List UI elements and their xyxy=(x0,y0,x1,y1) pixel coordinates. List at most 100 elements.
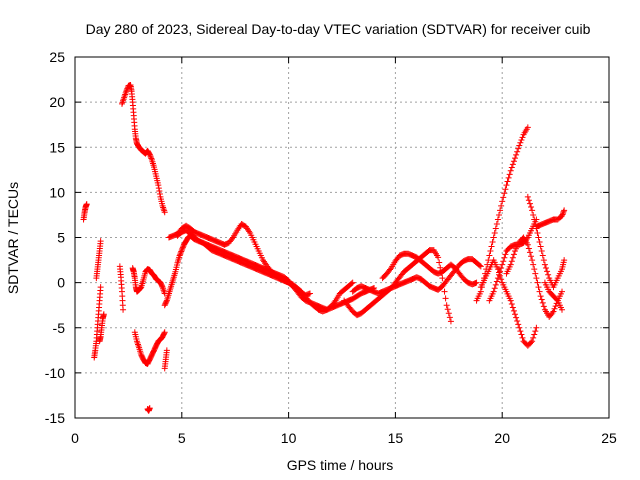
data-point xyxy=(529,257,536,264)
y-tick-label: -5 xyxy=(53,320,66,336)
data-point xyxy=(539,252,546,259)
data-point xyxy=(544,268,551,275)
data-point xyxy=(486,252,493,259)
x-tick-label: 5 xyxy=(178,430,186,446)
data-point xyxy=(551,305,558,312)
data-point xyxy=(444,306,451,313)
data-point xyxy=(161,209,168,216)
y-tick-label: 5 xyxy=(57,230,65,246)
data-point xyxy=(502,186,509,193)
data-point xyxy=(491,229,498,236)
x-axis-title: GPS time / hours xyxy=(287,457,394,473)
series-t8 xyxy=(131,329,168,367)
data-point xyxy=(533,324,540,331)
data-point xyxy=(500,258,507,265)
data-point xyxy=(560,210,567,217)
data-point xyxy=(539,299,546,306)
data-point xyxy=(553,296,560,303)
series-t7 xyxy=(129,265,168,297)
data-point xyxy=(349,279,356,286)
data-point xyxy=(524,241,531,248)
data-point xyxy=(507,297,514,304)
data-point xyxy=(178,247,185,254)
data-point xyxy=(161,329,168,336)
data-point xyxy=(178,248,185,255)
data-point xyxy=(442,295,449,302)
data-point xyxy=(532,328,539,335)
data-point xyxy=(516,142,523,149)
data-point xyxy=(529,207,536,214)
data-point xyxy=(518,331,525,338)
data-point xyxy=(160,206,167,213)
y-tick-label: -10 xyxy=(45,365,65,381)
series-t6 xyxy=(118,81,168,216)
data-point xyxy=(83,201,90,208)
data-point xyxy=(559,212,566,219)
data-point xyxy=(443,302,450,309)
data-point xyxy=(176,252,183,259)
data-point xyxy=(490,288,497,295)
data-point xyxy=(147,152,154,159)
data-point xyxy=(159,283,166,290)
series-t16 xyxy=(379,250,480,288)
data-point xyxy=(447,318,454,325)
data-point xyxy=(525,197,532,204)
data-point xyxy=(508,258,515,265)
series-t19 xyxy=(477,257,540,349)
data-point xyxy=(97,238,104,245)
data-point xyxy=(436,259,443,266)
data-point xyxy=(501,190,508,197)
data-point xyxy=(441,288,448,295)
data-point xyxy=(476,262,483,269)
data-point xyxy=(534,229,541,236)
data-point xyxy=(500,194,507,201)
data-point xyxy=(499,198,506,205)
data-point xyxy=(531,266,538,273)
data-point xyxy=(498,264,505,271)
data-point xyxy=(512,311,519,318)
y-axis-title: SDTVAR / TECUs xyxy=(5,182,21,294)
data-point xyxy=(540,303,547,310)
data-point xyxy=(530,211,537,218)
data-point xyxy=(508,301,515,308)
data-point xyxy=(528,339,535,346)
data-point xyxy=(156,190,163,197)
data-point xyxy=(536,239,543,246)
data-point xyxy=(519,134,526,141)
data-point xyxy=(498,202,505,209)
data-point xyxy=(550,308,557,315)
series-t22 xyxy=(533,207,568,230)
data-point xyxy=(526,249,533,256)
series-t10 xyxy=(161,347,170,372)
data-point xyxy=(535,234,542,241)
data-point xyxy=(530,261,537,268)
series-t3 xyxy=(93,238,104,282)
data-point xyxy=(549,309,556,316)
data-point xyxy=(524,193,531,200)
series-t13 xyxy=(174,227,378,315)
data-point xyxy=(552,303,559,310)
data-point xyxy=(163,298,170,305)
data-point xyxy=(517,139,524,146)
data-point xyxy=(509,161,516,168)
data-point xyxy=(536,288,543,295)
data-points xyxy=(80,81,568,414)
data-point xyxy=(507,261,514,268)
data-point xyxy=(505,174,512,181)
data-point xyxy=(559,288,566,295)
series-t20 xyxy=(503,234,566,320)
data-point xyxy=(473,279,480,286)
series-t15 xyxy=(349,256,484,297)
data-point xyxy=(137,285,144,292)
data-point xyxy=(120,306,127,313)
data-point xyxy=(494,266,501,273)
data-point xyxy=(540,257,547,264)
data-point xyxy=(156,188,163,195)
data-point xyxy=(541,261,548,268)
data-point xyxy=(525,245,532,252)
data-point xyxy=(508,164,515,171)
data-point xyxy=(499,261,506,268)
data-point xyxy=(495,269,502,276)
data-point xyxy=(559,306,566,313)
data-point xyxy=(533,275,540,282)
